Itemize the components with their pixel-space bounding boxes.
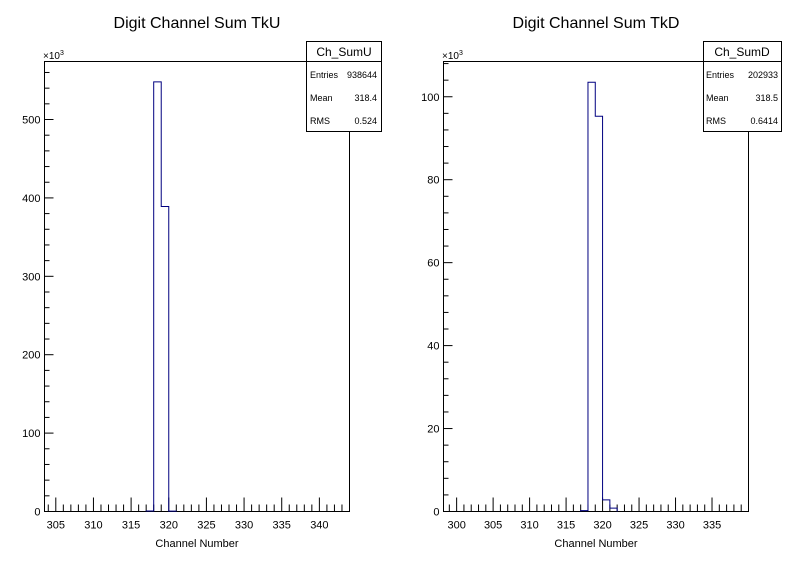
y-multiplier-label: ×103 xyxy=(43,50,64,62)
x-tick-label: 315 xyxy=(557,520,575,532)
y-multiplier-exponent: 3 xyxy=(60,50,64,57)
y-tick-label: 100 xyxy=(421,92,439,104)
y-tick-label: 400 xyxy=(22,193,40,205)
histogram-line xyxy=(580,81,618,512)
stats-value-rms: 0.6414 xyxy=(750,116,778,126)
x-tick-label: 335 xyxy=(273,520,291,532)
histogram-panel-tkd: Digit Channel Sum TkD ×103 300 305 310 315 3… xyxy=(421,15,782,550)
y-tick-label: 60 xyxy=(427,258,439,270)
stats-name: Ch_SumD xyxy=(714,45,770,59)
y-tick-label: 500 xyxy=(22,115,40,127)
y-multiplier-base: ×10 xyxy=(43,51,60,62)
x-tick-label: 320 xyxy=(160,520,178,532)
y-tick-label: 0 xyxy=(433,507,439,519)
axes: 305 310 315 320 325 330 335 340 0 100 200 300 400 500 xyxy=(22,71,350,532)
x-tick-label: 320 xyxy=(593,520,611,532)
stats-label-rms: RMS xyxy=(706,116,726,126)
x-tick-label: 310 xyxy=(84,520,102,532)
y-multiplier-exponent: 3 xyxy=(459,50,463,57)
y-tick-label: 300 xyxy=(22,271,40,283)
stats-name: Ch_SumU xyxy=(316,45,371,59)
histogram-bin-2 xyxy=(595,116,602,511)
x-tick-label: 330 xyxy=(666,520,684,532)
y-tick-label: 200 xyxy=(22,350,40,362)
y-tick-label: 80 xyxy=(427,175,439,187)
stats-label-mean: Mean xyxy=(310,93,333,103)
x-tick-label: 325 xyxy=(630,520,648,532)
histogram-bin-1 xyxy=(154,82,162,512)
stats-box: Ch_SumD Entries 202933 Mean 318.5 RMS 0.… xyxy=(703,41,782,132)
x-axis-label: Channel Number xyxy=(155,538,238,550)
x-tick-label: 340 xyxy=(310,520,328,532)
stats-label-rms: RMS xyxy=(310,116,330,126)
y-multiplier-label: ×103 xyxy=(442,50,463,62)
histogram-bin-1 xyxy=(588,82,595,511)
plot-frame xyxy=(44,61,350,512)
y-tick-label: 0 xyxy=(34,507,40,519)
x-tick-label: 325 xyxy=(197,520,215,532)
stats-label-entries: Entries xyxy=(310,70,339,80)
histogram-bin-2 xyxy=(161,207,169,512)
x-tick-label: 305 xyxy=(47,520,65,532)
x-tick-label: 335 xyxy=(703,520,721,532)
y-tick-label: 20 xyxy=(427,424,439,436)
stats-label-mean: Mean xyxy=(706,93,729,103)
stats-box: Ch_SumU Entries 938644 Mean 318.4 RMS 0.… xyxy=(306,41,382,132)
x-tick-label: 300 xyxy=(447,520,465,532)
x-tick-label: 315 xyxy=(122,520,140,532)
stats-value-mean: 318.5 xyxy=(755,93,778,103)
y-tick-label: 40 xyxy=(427,341,439,353)
axes: 300 305 310 315 320 325 330 335 0 20 40 60 80 100 xyxy=(421,63,749,532)
stats-label-entries: Entries xyxy=(706,70,735,80)
x-tick-label: 310 xyxy=(520,520,538,532)
chart-title: Digit Channel Sum TkD xyxy=(513,15,680,32)
stats-value-mean: 318.4 xyxy=(354,93,377,103)
stats-value-rms: 0.524 xyxy=(354,116,377,126)
y-multiplier-base: ×10 xyxy=(442,51,459,62)
plot-frame xyxy=(443,61,749,512)
x-tick-label: 330 xyxy=(235,520,253,532)
stats-value-entries: 202933 xyxy=(748,70,778,80)
histogram-panel-tku: Digit Channel Sum TkU ×103 305 310 315 320 3… xyxy=(22,15,382,550)
y-tick-label: 100 xyxy=(22,428,40,440)
histogram-bin-3 xyxy=(603,500,610,512)
histogram-line xyxy=(145,81,177,512)
stats-value-entries: 938644 xyxy=(347,70,377,80)
x-tick-label: 305 xyxy=(484,520,502,532)
chart-title: Digit Channel Sum TkU xyxy=(114,15,281,32)
x-axis-label: Channel Number xyxy=(554,538,637,550)
